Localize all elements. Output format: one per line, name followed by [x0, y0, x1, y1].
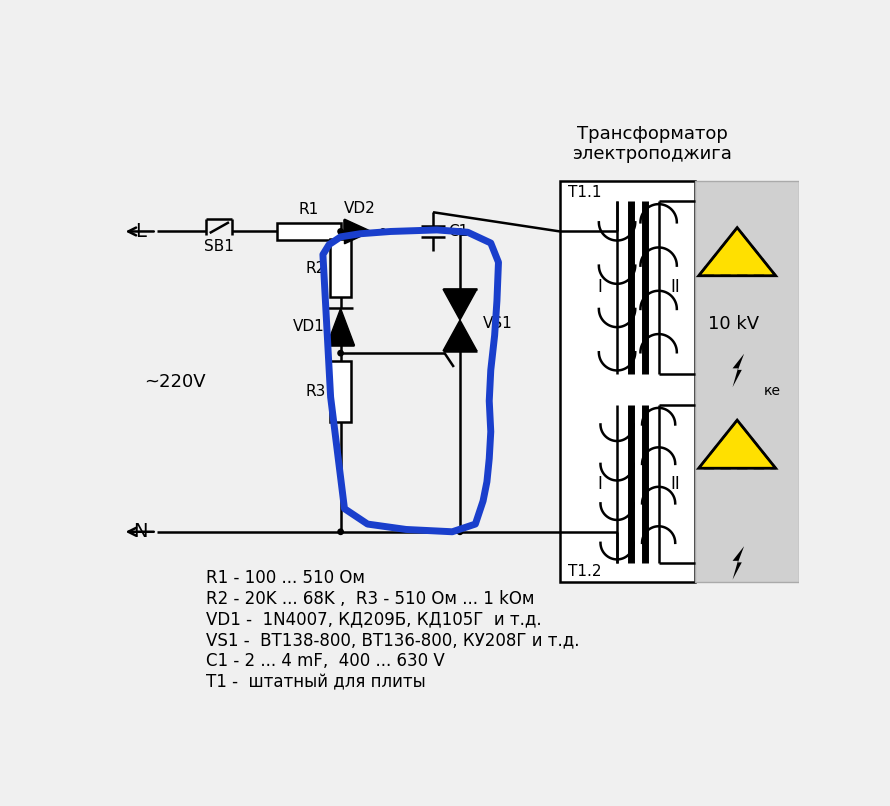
Polygon shape [443, 320, 477, 351]
Circle shape [338, 529, 344, 534]
Text: VD1: VD1 [293, 319, 324, 334]
FancyBboxPatch shape [278, 223, 341, 240]
Polygon shape [443, 289, 477, 320]
Circle shape [338, 351, 344, 355]
Circle shape [457, 229, 463, 235]
Text: T1 -  штатный для плиты: T1 - штатный для плиты [206, 673, 425, 691]
Text: Трансформатор: Трансформатор [577, 125, 728, 143]
Text: VD2: VD2 [344, 201, 376, 216]
Circle shape [457, 529, 463, 534]
Text: C1: C1 [449, 224, 469, 239]
Text: ~220V: ~220V [144, 372, 206, 391]
Text: ке: ке [765, 384, 781, 398]
Text: II: II [671, 278, 681, 297]
Text: R2: R2 [306, 260, 326, 276]
Polygon shape [344, 219, 371, 243]
Polygon shape [699, 227, 776, 276]
Text: R2 - 20K ... 68K ,  R3 - 510 Ом ... 1 kОм: R2 - 20K ... 68K , R3 - 510 Ом ... 1 kОм [206, 590, 534, 608]
Polygon shape [699, 420, 776, 468]
Text: T1.2: T1.2 [568, 563, 602, 579]
Text: R3: R3 [306, 384, 326, 399]
Circle shape [380, 229, 385, 235]
Text: электроподжига: электроподжига [572, 145, 732, 164]
Text: SB1: SB1 [204, 239, 234, 255]
FancyBboxPatch shape [330, 239, 352, 297]
Polygon shape [732, 546, 744, 580]
FancyBboxPatch shape [695, 181, 799, 582]
FancyBboxPatch shape [330, 361, 352, 422]
Text: R1 - 100 ... 510 Ом: R1 - 100 ... 510 Ом [206, 569, 365, 587]
Circle shape [338, 229, 344, 235]
Text: VS1: VS1 [483, 317, 513, 331]
Text: I: I [598, 475, 603, 492]
Text: R1: R1 [299, 202, 320, 218]
Text: L: L [135, 222, 146, 241]
Text: C1 - 2 ... 4 mF,  400 ... 630 V: C1 - 2 ... 4 mF, 400 ... 630 V [206, 652, 445, 670]
Text: II: II [671, 475, 681, 492]
Polygon shape [327, 309, 354, 346]
Text: N: N [134, 522, 148, 542]
FancyBboxPatch shape [560, 181, 695, 582]
Text: VD1 -  1N4007, КД209Б, КД105Г  и т.д.: VD1 - 1N4007, КД209Б, КД105Г и т.д. [206, 611, 541, 629]
Text: 10 kV: 10 kV [708, 315, 759, 333]
Text: I: I [598, 278, 603, 297]
Text: VS1 -  ВТ138-800, ВТ136-800, КУ208Г и т.д.: VS1 - ВТ138-800, ВТ136-800, КУ208Г и т.д… [206, 631, 579, 650]
Text: T1.1: T1.1 [568, 185, 602, 200]
Polygon shape [732, 354, 744, 387]
